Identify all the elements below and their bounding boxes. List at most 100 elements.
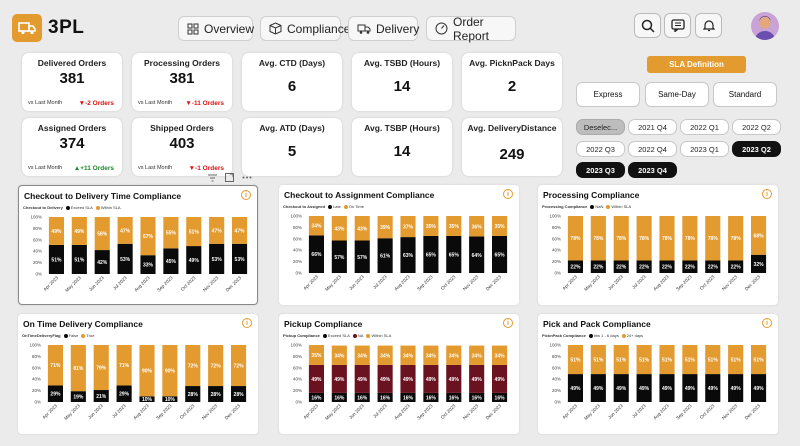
kpi-value: 14: [393, 78, 411, 95]
nav-delivery-button[interactable]: Delivery: [348, 16, 419, 41]
quarter-pill[interactable]: 2023 Q2: [732, 141, 781, 157]
chart-card-processing[interactable]: Processing Compliance i Processing Complia…: [538, 185, 778, 305]
kpi-title: Delivered Orders: [37, 58, 107, 68]
quarter-pill[interactable]: 2022 Q4: [628, 141, 677, 157]
y-tick-label: 60%: [33, 237, 42, 242]
data-label: 51%: [593, 358, 604, 364]
bar-segment-within-sla: [400, 345, 416, 365]
y-tick-label: 0%: [35, 272, 42, 277]
data-label: 19%: [73, 395, 84, 401]
bar-segment-exceed-sla: [163, 248, 179, 274]
data-label: 28%: [188, 392, 199, 398]
bar-segment-late: [331, 240, 347, 273]
data-label: 71%: [119, 363, 130, 369]
info-icon[interactable]: i: [503, 189, 513, 199]
notifications-button[interactable]: [695, 13, 722, 38]
data-label: 22%: [616, 265, 627, 271]
quarter-pill[interactable]: Deselec...: [576, 119, 625, 135]
nav-compliance-button[interactable]: Compliance: [260, 16, 350, 41]
legend-item-true[interactable]: True: [81, 333, 94, 338]
info-icon[interactable]: i: [762, 189, 772, 199]
legend-item-within-sla[interactable]: Within SLA: [95, 205, 121, 210]
data-label: 34%: [449, 353, 460, 359]
legend-item-exceed-sla[interactable]: Exceed SLA: [65, 205, 93, 210]
sla-express-button[interactable]: Express: [576, 82, 640, 107]
data-label: 67%: [143, 234, 154, 240]
data-label: 90%: [142, 369, 153, 375]
data-label: 22%: [731, 265, 742, 271]
chart-card-checkout-to-delivery[interactable]: Checkout to Delivery Time Compliance i Che…: [18, 185, 258, 305]
x-tick-label: Jul 2023: [631, 274, 647, 290]
chart-card-pick-and-pack[interactable]: Pick and Pack Compliance i PicknPack Compl…: [538, 314, 778, 434]
bar-segment-within-sla: [354, 345, 370, 365]
kpi-avg-tsbd: Avg. TSBD (Hours) 14: [352, 53, 452, 111]
data-label: 49%: [616, 386, 627, 392]
chart-card-on-time-delivery[interactable]: On Time Delivery Compliance i OnTimeDelive…: [18, 314, 258, 434]
data-label: 33%: [143, 263, 154, 269]
data-label: 64%: [472, 253, 483, 259]
bar-segment-24-days: [728, 345, 744, 375]
comment-button[interactable]: [664, 13, 691, 38]
legend-item-within-sla[interactable]: Within SLA: [366, 333, 391, 338]
data-label: 49%: [754, 386, 765, 392]
nav-label: Overview: [204, 21, 255, 36]
sla-standard-button[interactable]: Standard: [713, 82, 777, 107]
filter-icon[interactable]: [208, 174, 217, 182]
data-label: 72%: [188, 364, 199, 370]
legend-item-on-time[interactable]: On Time: [343, 204, 364, 209]
chart-legend: Processing Compliance NaN Within SLA: [542, 204, 631, 209]
kpi-vs-label: vs Last Month: [138, 100, 173, 106]
data-label: 49%: [426, 377, 437, 383]
quarter-pill[interactable]: 2023 Q3: [576, 162, 625, 178]
quarter-pill[interactable]: 2022 Q2: [732, 119, 781, 135]
kpi-value: 381: [59, 70, 85, 87]
quarter-pill[interactable]: 2023 Q4: [628, 162, 677, 178]
legend-title: Pickup Compliance: [283, 333, 320, 338]
search-button[interactable]: [634, 13, 661, 38]
info-icon[interactable]: i: [242, 318, 252, 328]
bar-segment-nan: [751, 254, 767, 273]
y-tick-label: 100%: [290, 214, 302, 219]
chart-card-checkout-to-assignment[interactable]: Checkout to Assignment Compliance i Checko…: [279, 185, 519, 305]
nav-overview-button[interactable]: Overview: [178, 16, 255, 41]
focus-mode-icon[interactable]: [225, 173, 234, 182]
y-tick-label: 0%: [554, 400, 561, 405]
info-icon[interactable]: i: [762, 318, 772, 328]
legend-item-btw-1-6-days[interactable]: btw 1 - 6 days: [588, 333, 619, 338]
legend-item-false[interactable]: False: [63, 333, 78, 338]
nav-order-report-button[interactable]: Order Report: [426, 15, 516, 43]
bar-segment-late: [469, 236, 485, 273]
legend-item-24-days[interactable]: 24+ days: [621, 333, 643, 338]
bar-segment-late: [400, 237, 416, 273]
bar-segment-late: [354, 240, 370, 273]
data-label: 78%: [708, 236, 719, 242]
legend-item-na[interactable]: NA: [352, 333, 363, 338]
bar-segment-on-time: [354, 216, 370, 241]
info-icon[interactable]: i: [241, 190, 251, 200]
info-icon[interactable]: i: [503, 318, 513, 328]
legend-item-nan[interactable]: NaN: [590, 204, 603, 209]
y-tick-label: 20%: [293, 388, 302, 393]
quarter-pill[interactable]: 2022 Q1: [680, 119, 729, 135]
bar-segment-exceed-sla: [354, 392, 370, 402]
quarter-pill[interactable]: 2022 Q3: [576, 141, 625, 157]
x-tick-label: Nov 2023: [462, 403, 480, 421]
quarter-pill[interactable]: 2023 Q1: [680, 141, 729, 157]
legend-item-late[interactable]: Late: [328, 204, 341, 209]
y-tick-label: 60%: [293, 365, 302, 370]
data-label: 51%: [662, 358, 673, 364]
data-label: 78%: [616, 236, 627, 242]
more-options-icon[interactable]: [242, 176, 252, 179]
legend-item-within-sla[interactable]: Within SLA: [606, 204, 631, 209]
avatar[interactable]: [751, 12, 779, 40]
x-tick-label: Apr 2023: [41, 403, 58, 420]
nav-label: Compliance: [287, 21, 351, 36]
kpi-value: 249: [499, 146, 525, 163]
legend-item-exceed-sla[interactable]: Exceed SLA: [322, 333, 350, 338]
quarter-pill[interactable]: 2021 Q4: [628, 119, 677, 135]
bar-segment-within-sla: [590, 216, 606, 261]
data-label: 90%: [165, 369, 176, 375]
chart-card-pickup[interactable]: Pickup Compliance i Pickup Compliance Excee…: [279, 314, 519, 434]
sla-same-day-button[interactable]: Same-Day: [645, 82, 709, 107]
data-label: 71%: [50, 363, 61, 369]
